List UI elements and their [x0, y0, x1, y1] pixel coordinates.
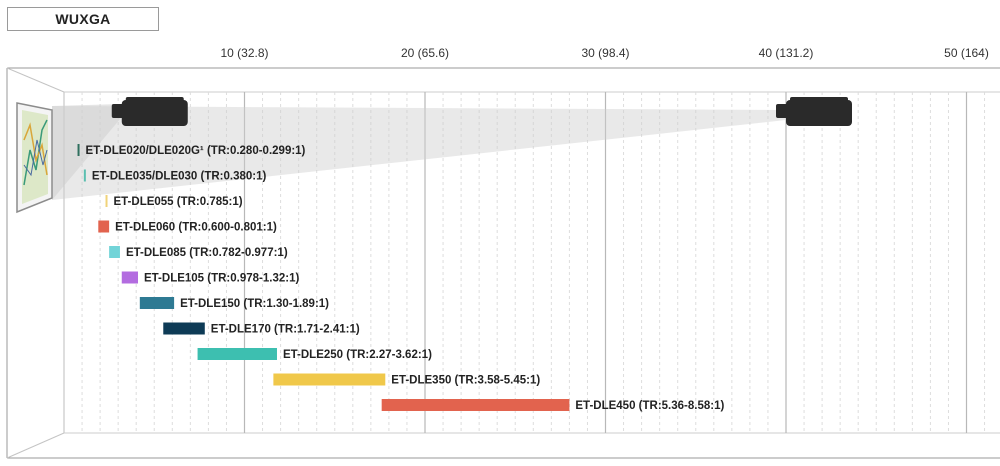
beam-near	[52, 104, 122, 200]
lens-label: ET-DLE150 (TR:1.30-1.89:1)	[180, 298, 329, 310]
lens-range-bar	[98, 220, 110, 233]
perspective-top	[6, 67, 65, 93]
beam-far	[52, 106, 786, 200]
lens-label: ET-DLE085 (TR:0.782-0.977:1)	[126, 247, 288, 259]
x-tick-label: 50 (164)	[944, 46, 989, 60]
projector-body	[786, 100, 852, 126]
lens-label: ET-DLE060 (TR:0.600-0.801:1)	[115, 222, 277, 234]
projector-top	[125, 97, 184, 102]
lens-range-bar	[381, 399, 570, 411]
projection-screen	[16, 102, 53, 214]
resolution-badge: WUXGA	[7, 7, 159, 31]
lens-labels: ET-DLE020/DLE020G¹ (TR:0.280-0.299:1) ET-…	[86, 145, 725, 412]
lens-range-bar	[163, 322, 205, 335]
projection-beam	[52, 104, 786, 200]
x-tick-label: 20 (65.6)	[401, 46, 449, 60]
perspective-bottom	[6, 432, 65, 459]
lens-label: ET-DLE350 (TR:3.58-5.45:1)	[391, 375, 540, 387]
projector-top	[790, 97, 848, 102]
x-tick-label: 40 (131.2)	[759, 46, 814, 60]
lens-range-bar	[197, 348, 277, 360]
lens-range-bars	[77, 144, 570, 411]
lens-label: ET-DLE020/DLE020G¹ (TR:0.280-0.299:1)	[86, 145, 306, 157]
lens-range-bar	[273, 373, 386, 386]
screen-line-teal	[23, 119, 48, 186]
projector-lens	[776, 104, 788, 118]
lens-label: ET-DLE170 (TR:1.71-2.41:1)	[211, 324, 360, 336]
projector-icon-near	[111, 97, 188, 126]
projector-body	[121, 100, 188, 126]
lens-label: ET-DLE250 (TR:2.27-3.62:1)	[283, 349, 432, 361]
lens-range-bar	[105, 195, 108, 207]
x-tick-label: 10 (32.8)	[220, 46, 268, 60]
lens-range-bar	[139, 297, 175, 309]
room-outline	[6, 67, 1000, 459]
lens-range-bar	[121, 271, 139, 284]
lens-label: ET-DLE105 (TR:0.978-1.32:1)	[144, 273, 299, 285]
lens-range-bar	[77, 144, 80, 156]
x-tick-labels: 10 (32.8) 20 (65.6) 30 (98.4) 40 (131.2) 50 …	[220, 46, 988, 60]
major-gridlines	[243, 92, 968, 433]
lens-range-bar	[109, 246, 120, 258]
screen-line-yellow	[23, 122, 48, 176]
lens-label: ET-DLE055 (TR:0.785:1)	[114, 196, 243, 208]
screen-line-blue	[23, 139, 48, 177]
projector-icons	[111, 97, 852, 126]
x-tick-label: 30 (98.4)	[581, 46, 629, 60]
projector-icon-far	[776, 97, 852, 126]
lens-label: ET-DLE035/DLE030 (TR:0.380:1)	[92, 171, 267, 183]
lens-range-bar	[83, 169, 86, 182]
projector-lens	[111, 104, 124, 118]
lens-label: ET-DLE450 (TR:5.36-8.58:1)	[575, 400, 724, 412]
